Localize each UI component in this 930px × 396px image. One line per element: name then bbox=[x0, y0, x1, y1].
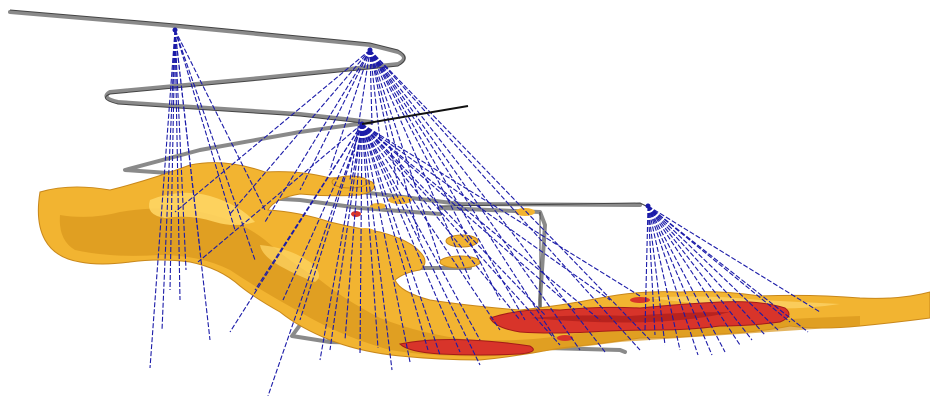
drillhole-collar bbox=[367, 47, 373, 53]
drillhole bbox=[229, 49, 371, 215]
orebody-highlight bbox=[149, 192, 255, 225]
drillhole bbox=[647, 205, 766, 336]
drillhole bbox=[369, 49, 581, 351]
drillhole bbox=[361, 123, 611, 301]
development-drive-edges bbox=[9, 9, 649, 322]
drillhole bbox=[361, 123, 393, 371]
drillhole bbox=[161, 29, 176, 331]
drillhole bbox=[169, 29, 176, 291]
orebody-lobe-7 bbox=[370, 203, 386, 209]
upper-drive bbox=[8, 10, 642, 207]
drillhole bbox=[174, 29, 211, 341]
drillhole bbox=[174, 29, 256, 261]
drillhole bbox=[361, 123, 411, 363]
orebody-highlight-2 bbox=[260, 245, 319, 282]
drillhole bbox=[647, 205, 656, 336]
drillhole-fan bbox=[644, 203, 821, 356]
high-grade-blob-1 bbox=[351, 211, 361, 217]
drillhole bbox=[369, 49, 651, 341]
high-grade-lower bbox=[398, 339, 534, 356]
high-grade-blob-2 bbox=[630, 297, 650, 303]
drillhole bbox=[647, 205, 809, 333]
drillhole-fan bbox=[197, 121, 641, 396]
collar-pointer-line bbox=[361, 105, 469, 125]
drillhole bbox=[361, 123, 481, 341]
drillhole-fans bbox=[149, 27, 821, 396]
drillhole bbox=[174, 49, 371, 213]
drillhole bbox=[361, 123, 501, 331]
orebody-lobe-5 bbox=[515, 208, 535, 216]
drillhole bbox=[361, 123, 576, 311]
orebody-shade bbox=[59, 208, 860, 357]
drillhole bbox=[361, 123, 546, 316]
orebody-lobe-6 bbox=[355, 228, 375, 236]
drillhole bbox=[149, 29, 176, 369]
drillhole-collar bbox=[645, 203, 651, 209]
drillhole bbox=[344, 123, 363, 341]
drillhole bbox=[229, 123, 363, 333]
drillhole bbox=[647, 205, 713, 356]
drillhole bbox=[647, 205, 753, 341]
drillhole bbox=[319, 123, 363, 361]
drillhole bbox=[267, 123, 363, 396]
high-grade-streak bbox=[530, 312, 730, 323]
drillhole bbox=[197, 123, 363, 263]
drillhole bbox=[369, 49, 373, 126]
drillhole bbox=[369, 49, 381, 141]
drillhole bbox=[174, 29, 266, 211]
drillhole bbox=[361, 123, 561, 346]
drillhole bbox=[361, 123, 601, 321]
high-grade-blob-3 bbox=[557, 335, 573, 341]
drillhole bbox=[647, 205, 821, 313]
drillhole bbox=[361, 123, 429, 351]
drillhole bbox=[264, 49, 371, 223]
drillhole bbox=[254, 123, 363, 291]
high-grade-zones bbox=[351, 211, 790, 356]
drillhole bbox=[174, 29, 181, 301]
drillhole bbox=[361, 123, 481, 366]
drillhole bbox=[369, 49, 556, 339]
drillhole bbox=[282, 123, 363, 301]
drillhole bbox=[647, 205, 681, 351]
drillhole bbox=[329, 49, 371, 171]
drillhole bbox=[361, 123, 441, 356]
drillhole bbox=[361, 123, 461, 353]
drillhole bbox=[299, 123, 363, 321]
drillhole-collar bbox=[172, 27, 178, 33]
drillhole bbox=[647, 205, 666, 346]
drillhole bbox=[647, 205, 779, 331]
drillhole bbox=[349, 49, 371, 181]
drillhole bbox=[369, 49, 641, 351]
drillhole bbox=[361, 123, 641, 297]
drillhole-fan bbox=[149, 27, 266, 369]
drillhole bbox=[361, 123, 379, 349]
drillhole bbox=[174, 29, 187, 271]
drillhole bbox=[369, 49, 441, 261]
drillhole bbox=[329, 123, 363, 351]
drillhole bbox=[647, 205, 726, 353]
drillhole bbox=[359, 123, 363, 356]
drillhole bbox=[647, 205, 699, 356]
drillhole bbox=[369, 49, 501, 301]
